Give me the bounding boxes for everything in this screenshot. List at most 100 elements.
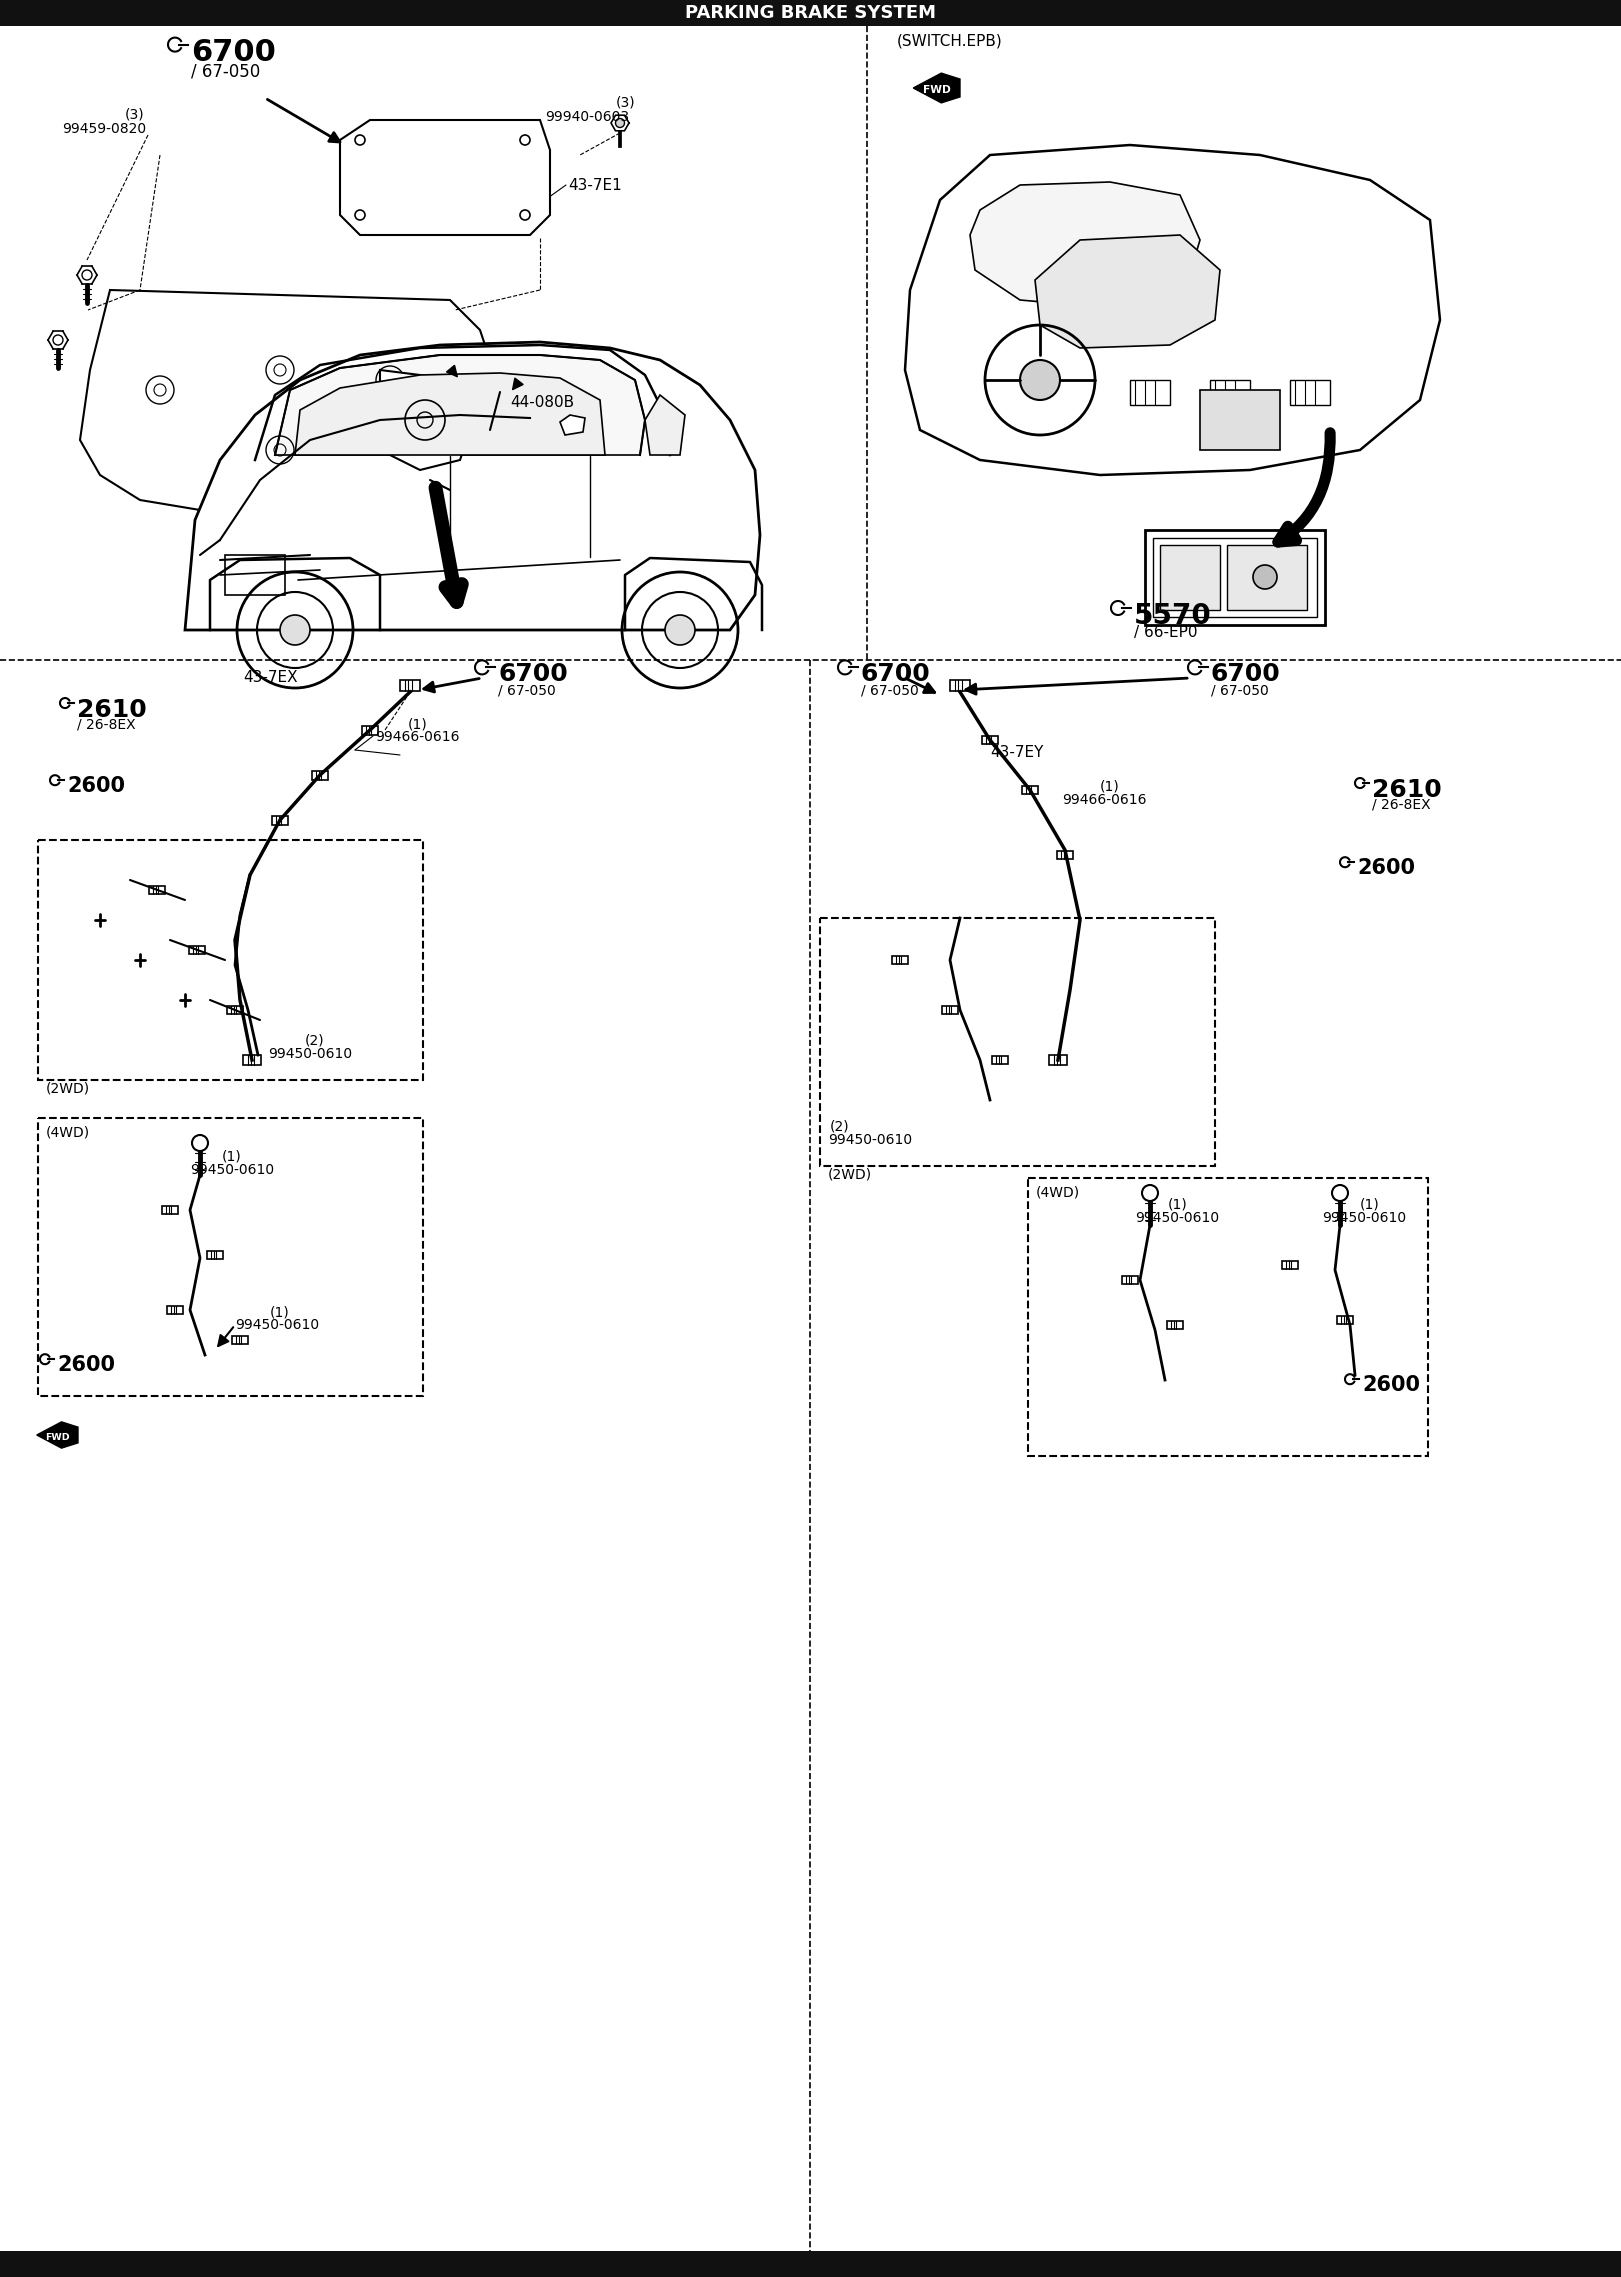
Text: (1): (1) <box>1101 781 1120 795</box>
Text: 6700: 6700 <box>861 663 930 685</box>
Bar <box>1057 852 1073 858</box>
Circle shape <box>665 615 695 644</box>
Text: 6700: 6700 <box>1211 663 1281 685</box>
Text: (1): (1) <box>1169 1198 1188 1211</box>
Text: 43-7EX: 43-7EX <box>243 669 298 685</box>
Text: (4WD): (4WD) <box>1036 1186 1080 1200</box>
Circle shape <box>616 118 624 128</box>
Bar <box>37 840 423 1079</box>
Text: / 67-050: / 67-050 <box>191 64 261 82</box>
Polygon shape <box>340 121 550 235</box>
Text: / 66-EP0: / 66-EP0 <box>1135 624 1198 640</box>
Text: 2600: 2600 <box>1357 858 1415 879</box>
Text: (2WD): (2WD) <box>45 1082 91 1095</box>
Bar <box>167 1305 183 1314</box>
Bar <box>950 679 969 690</box>
Text: 43-7EY: 43-7EY <box>990 745 1044 761</box>
Text: 99450-0610: 99450-0610 <box>828 1134 913 1148</box>
Text: (2): (2) <box>830 1120 849 1134</box>
Polygon shape <box>379 369 470 469</box>
Bar <box>227 1006 243 1013</box>
Polygon shape <box>611 116 629 130</box>
Text: (1): (1) <box>222 1150 242 1164</box>
Text: (2): (2) <box>305 1034 324 1047</box>
Text: (SWITCH.EPB): (SWITCH.EPB) <box>896 32 1003 48</box>
Text: 99940-0603: 99940-0603 <box>545 109 629 123</box>
Text: 99450-0610: 99450-0610 <box>1135 1211 1219 1225</box>
Text: / 26-8EX: / 26-8EX <box>1371 797 1431 813</box>
Polygon shape <box>79 289 499 519</box>
Text: 99450-0610: 99450-0610 <box>190 1164 274 1177</box>
Circle shape <box>1143 1184 1157 1200</box>
Bar <box>942 1006 958 1013</box>
Bar <box>1167 1321 1183 1330</box>
Circle shape <box>191 1134 207 1150</box>
Polygon shape <box>559 414 585 435</box>
Polygon shape <box>1034 235 1221 348</box>
Polygon shape <box>185 342 760 631</box>
Bar <box>1337 1316 1352 1325</box>
Bar <box>1028 1177 1428 1455</box>
Text: 44-080B: 44-080B <box>511 394 574 410</box>
Text: (2WD): (2WD) <box>828 1168 872 1182</box>
Bar <box>992 1057 1008 1063</box>
Polygon shape <box>969 182 1200 307</box>
Bar <box>361 726 378 735</box>
Bar <box>190 945 204 954</box>
Text: 99466-0616: 99466-0616 <box>1062 792 1146 806</box>
Bar <box>1200 389 1281 451</box>
Bar <box>162 1207 178 1214</box>
Text: 6700: 6700 <box>191 39 276 66</box>
Bar <box>1209 380 1250 405</box>
Bar <box>232 1337 248 1343</box>
Bar <box>400 679 420 690</box>
Bar <box>0 2252 1621 2277</box>
Polygon shape <box>913 73 960 102</box>
Bar <box>311 770 327 779</box>
Text: FWD: FWD <box>45 1432 70 1441</box>
Bar <box>1144 531 1324 624</box>
Text: / 67-050: / 67-050 <box>498 683 556 697</box>
Text: 99450-0610: 99450-0610 <box>235 1318 319 1332</box>
Bar <box>1122 1275 1138 1284</box>
Text: 99450-0610: 99450-0610 <box>1323 1211 1405 1225</box>
Bar <box>207 1250 222 1259</box>
Bar <box>820 918 1216 1166</box>
Bar <box>1227 544 1307 610</box>
Text: 2600: 2600 <box>1362 1375 1420 1396</box>
Polygon shape <box>295 373 605 455</box>
Bar <box>1161 544 1221 610</box>
Text: (3): (3) <box>616 96 635 109</box>
Text: 2600: 2600 <box>66 776 125 797</box>
Circle shape <box>1332 1184 1349 1200</box>
Bar <box>892 956 908 963</box>
Bar <box>982 735 997 745</box>
Bar <box>149 886 165 895</box>
Polygon shape <box>645 394 686 455</box>
Bar <box>272 815 289 824</box>
Polygon shape <box>905 146 1439 476</box>
Circle shape <box>1253 565 1277 590</box>
Text: PARKING BRAKE SYSTEM: PARKING BRAKE SYSTEM <box>686 5 935 23</box>
Text: 43-7E1: 43-7E1 <box>567 178 622 194</box>
Bar <box>1153 537 1316 617</box>
Text: (3): (3) <box>125 107 144 123</box>
Polygon shape <box>276 355 645 455</box>
Text: (4WD): (4WD) <box>45 1127 91 1141</box>
Text: 5570: 5570 <box>1135 601 1213 631</box>
Bar <box>1023 786 1037 795</box>
Text: 2600: 2600 <box>57 1355 115 1375</box>
Bar <box>225 556 285 594</box>
Polygon shape <box>37 1421 78 1448</box>
Bar <box>1049 1054 1067 1066</box>
Text: 2610: 2610 <box>78 699 148 722</box>
Circle shape <box>1020 360 1060 401</box>
Text: / 67-050: / 67-050 <box>861 683 919 697</box>
Bar <box>243 1054 261 1066</box>
Text: (1): (1) <box>271 1305 290 1318</box>
Text: 99459-0820: 99459-0820 <box>62 123 146 137</box>
Text: 99450-0610: 99450-0610 <box>267 1047 352 1061</box>
Bar <box>37 1118 423 1396</box>
Text: (1): (1) <box>408 717 428 731</box>
Bar <box>1290 380 1329 405</box>
